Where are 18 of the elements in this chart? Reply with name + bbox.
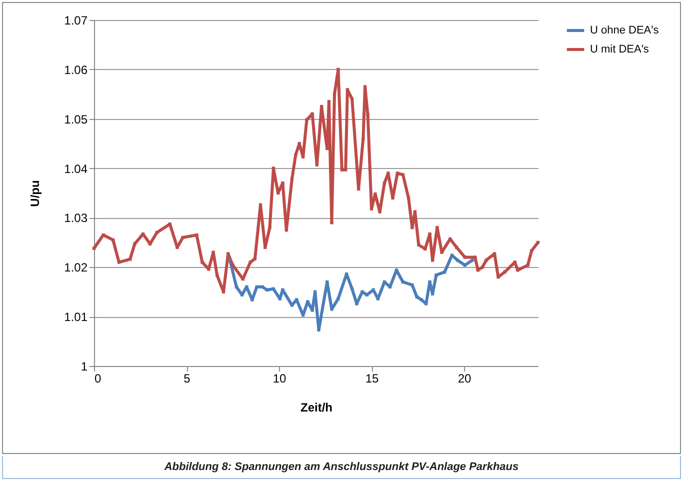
x-tick-label: 15 (365, 372, 379, 386)
y-tick-label: 1 (80, 360, 88, 374)
legend-label: U mit DEA's (590, 44, 650, 56)
x-tick-label: 20 (458, 372, 472, 386)
x-tick-label: 10 (272, 372, 286, 386)
y-axis-title: U/pu (28, 180, 42, 207)
x-axis-title: Zeit/h (300, 400, 332, 414)
y-tick-label: 1.01 (64, 310, 88, 324)
y-tick-label: 1.02 (64, 260, 88, 275)
y-tick-label: 1.07 (64, 14, 88, 28)
text: Abbildung 8: Spannungen am Anschlusspunkt PV-Anlage Parkhaus (2, 456, 681, 479)
x-tick-label: 0 (94, 372, 102, 386)
x-tick-label: 5 (184, 372, 191, 386)
y-tick-label: 1.03 (64, 211, 88, 226)
y-tick-label: 1.04 (64, 162, 88, 176)
y-tick-label: 1.05 (64, 112, 88, 126)
legend-label: U ohne DEA's (590, 24, 660, 36)
y-tick-label: 1.06 (64, 62, 88, 77)
